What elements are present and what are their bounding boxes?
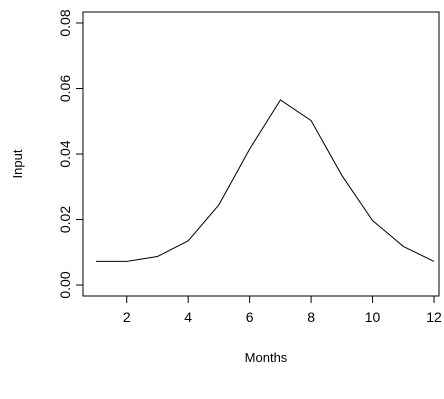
y-axis-title: Input xyxy=(10,149,25,178)
y-axis: 0.00 0.02 0.04 0.06 0.08 xyxy=(57,9,83,299)
plot-frame xyxy=(82,11,440,297)
x-tick-label: 2 xyxy=(123,309,131,325)
y-tick-label: 0.08 xyxy=(57,9,73,36)
x-axis: 2 4 6 8 10 12 xyxy=(123,296,442,325)
x-tick-label: 8 xyxy=(307,309,315,325)
y-tick-label: 0.06 xyxy=(57,75,73,102)
x-tick-label: 6 xyxy=(246,309,254,325)
x-tick-label: 10 xyxy=(365,309,381,325)
series-line xyxy=(96,99,435,262)
x-tick-label: 12 xyxy=(426,309,442,325)
y-tick-label: 0.00 xyxy=(57,271,73,298)
x-axis-title: Months xyxy=(245,350,288,365)
y-tick-label: 0.02 xyxy=(57,206,73,233)
y-tick-label: 0.04 xyxy=(57,140,73,167)
x-tick-label: 4 xyxy=(184,309,192,325)
series-layer xyxy=(96,99,435,262)
